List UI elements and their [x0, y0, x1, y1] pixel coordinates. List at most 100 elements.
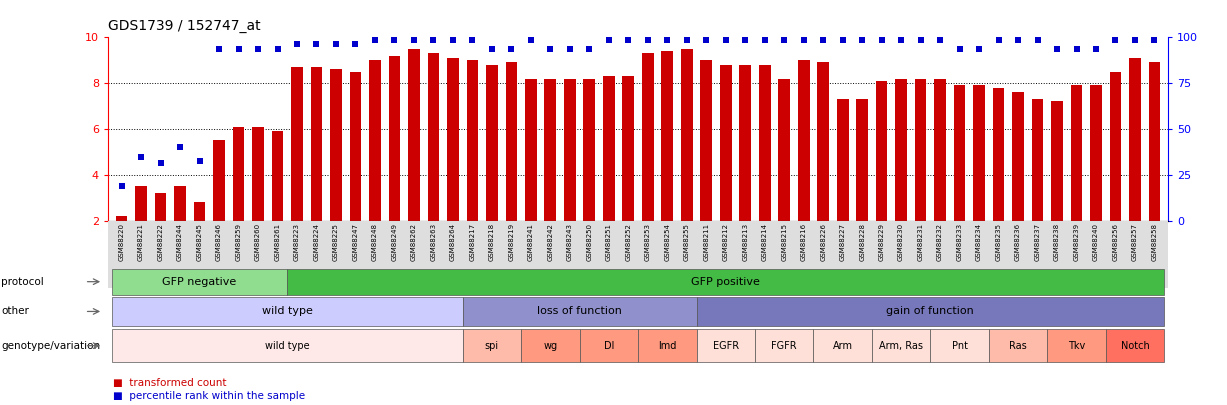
Text: GSM88218: GSM88218: [488, 223, 494, 261]
Point: [715, 36, 735, 43]
Bar: [642, 53, 654, 266]
Bar: [545, 79, 556, 266]
Bar: [622, 76, 634, 266]
Point: [326, 41, 346, 47]
Text: GSM88251: GSM88251: [606, 223, 612, 261]
Point: [151, 160, 171, 166]
Point: [658, 36, 677, 43]
Text: Ras: Ras: [1009, 341, 1027, 351]
Bar: [681, 49, 692, 266]
Point: [248, 45, 267, 52]
Bar: [602, 76, 615, 266]
Point: [794, 36, 814, 43]
Bar: [1090, 85, 1102, 266]
Bar: [953, 85, 966, 266]
Text: GSM88225: GSM88225: [333, 223, 339, 260]
Text: GSM88241: GSM88241: [528, 223, 534, 261]
Point: [171, 144, 190, 151]
Bar: [1052, 102, 1063, 266]
Bar: [837, 99, 849, 266]
Text: GSM88262: GSM88262: [411, 223, 417, 261]
Text: Tkv: Tkv: [1067, 341, 1085, 351]
Point: [404, 36, 423, 43]
Bar: [271, 131, 283, 266]
Text: Dl: Dl: [604, 341, 614, 351]
Text: GSM88211: GSM88211: [703, 223, 709, 261]
Point: [950, 45, 969, 52]
Text: GSM88254: GSM88254: [664, 223, 670, 260]
Text: GSM88224: GSM88224: [313, 223, 319, 260]
Text: GSM88228: GSM88228: [859, 223, 865, 261]
Point: [443, 36, 463, 43]
Point: [774, 36, 794, 43]
Bar: [213, 141, 225, 266]
Text: GSM88238: GSM88238: [1054, 223, 1060, 261]
Bar: [310, 67, 323, 266]
Text: GFP negative: GFP negative: [162, 277, 237, 287]
Point: [1028, 36, 1048, 43]
Point: [482, 45, 502, 52]
Bar: [1032, 99, 1043, 266]
Bar: [155, 193, 167, 266]
Text: GSM88258: GSM88258: [1151, 223, 1157, 261]
Point: [697, 36, 717, 43]
Point: [599, 36, 618, 43]
Bar: [740, 65, 751, 266]
Text: ■  percentile rank within the sample: ■ percentile rank within the sample: [113, 391, 306, 401]
Text: GSM88223: GSM88223: [294, 223, 301, 261]
Bar: [1071, 85, 1082, 266]
Point: [1047, 45, 1066, 52]
Bar: [1109, 72, 1121, 266]
Point: [267, 45, 287, 52]
Text: GSM88214: GSM88214: [762, 223, 768, 261]
Bar: [876, 81, 887, 266]
Bar: [758, 65, 771, 266]
Text: wg: wg: [544, 341, 557, 351]
Text: GSM88237: GSM88237: [1034, 223, 1040, 261]
Bar: [1012, 92, 1023, 266]
Text: other: other: [1, 307, 29, 316]
Text: FGFR: FGFR: [772, 341, 798, 351]
Bar: [291, 67, 303, 266]
Point: [910, 36, 930, 43]
Point: [112, 183, 131, 190]
Text: GSM88264: GSM88264: [450, 223, 456, 261]
Text: GSM88247: GSM88247: [352, 223, 358, 261]
Point: [228, 45, 248, 52]
Text: GSM88230: GSM88230: [898, 223, 904, 261]
Text: GSM88240: GSM88240: [1093, 223, 1099, 261]
Text: GSM88243: GSM88243: [567, 223, 573, 261]
Point: [814, 36, 833, 43]
Bar: [135, 186, 147, 266]
Bar: [564, 79, 575, 266]
Text: gain of function: gain of function: [886, 307, 974, 316]
Text: GSM88239: GSM88239: [1074, 223, 1080, 261]
Text: GSM88250: GSM88250: [587, 223, 593, 261]
Text: GSM88256: GSM88256: [1113, 223, 1119, 261]
Bar: [174, 186, 187, 266]
Bar: [486, 65, 498, 266]
Text: GSM88213: GSM88213: [742, 223, 748, 261]
Text: GSM88253: GSM88253: [644, 223, 650, 261]
Text: Pnt: Pnt: [952, 341, 968, 351]
Text: GSM88221: GSM88221: [139, 223, 144, 261]
Point: [618, 36, 638, 43]
Point: [891, 36, 910, 43]
Bar: [701, 60, 712, 266]
Text: genotype/variation: genotype/variation: [1, 341, 101, 351]
Text: GSM88252: GSM88252: [626, 223, 632, 260]
Text: GSM88249: GSM88249: [391, 223, 398, 261]
Bar: [115, 216, 128, 266]
Text: GSM88231: GSM88231: [918, 223, 924, 261]
Bar: [1129, 58, 1141, 266]
Text: GDS1739 / 152747_at: GDS1739 / 152747_at: [108, 19, 260, 33]
Point: [210, 45, 229, 52]
Bar: [778, 79, 790, 266]
Bar: [661, 51, 674, 266]
Point: [833, 36, 853, 43]
Bar: [350, 72, 361, 266]
Point: [366, 36, 385, 43]
Bar: [934, 79, 946, 266]
Bar: [466, 60, 479, 266]
Point: [969, 45, 989, 52]
